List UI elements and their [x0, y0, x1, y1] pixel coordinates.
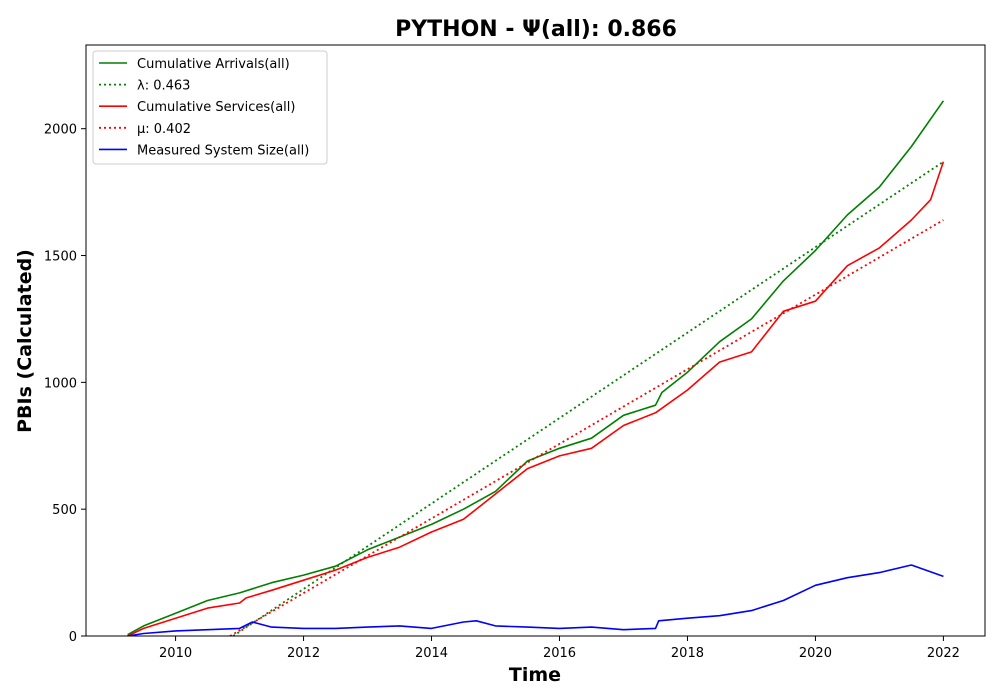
y-tick-label: 1000 [44, 376, 77, 391]
legend-label-1: λ: 0.463 [137, 79, 190, 94]
legend-label-4: Measured System Size(all) [137, 143, 309, 158]
y-tick-label: 1500 [44, 250, 77, 265]
legend-label-2: Cumulative Services(all) [137, 100, 295, 115]
x-tick-label: 2014 [415, 646, 448, 661]
legend: Cumulative Arrivals(all) λ: 0.463 Cumulati… [92, 50, 328, 165]
plot-frame [85, 44, 986, 637]
x-tick-label: 2022 [927, 646, 960, 661]
legend-box [92, 50, 328, 165]
series-line-1 [232, 160, 944, 636]
series-line-4 [127, 564, 944, 636]
legend-label-3: μ: 0.402 [137, 122, 191, 137]
y-tick-label: 0 [69, 630, 77, 645]
x-tick-label: 2010 [159, 646, 192, 661]
legend-label-0: Cumulative Arrivals(all) [137, 57, 290, 72]
x-axis-ticks: 2010 2012 2014 2016 2018 2020 2022 [159, 636, 960, 661]
series-line-2 [127, 161, 945, 636]
x-tick-label: 2016 [543, 646, 576, 661]
y-axis-ticks: 0 500 1000 1500 2000 [44, 123, 86, 645]
y-tick-label: 500 [52, 503, 77, 518]
series-line-0 [127, 100, 945, 636]
x-tick-label: 2012 [287, 646, 320, 661]
x-axis-label: Time [509, 664, 561, 686]
chart-title: PYTHON - Ψ(all): 0.866 [395, 17, 677, 42]
x-tick-label: 2020 [799, 646, 832, 661]
y-tick-label: 2000 [44, 123, 77, 138]
y-axis-label: PBIs (Calculated) [14, 249, 36, 433]
x-tick-label: 2018 [671, 646, 704, 661]
plot-lines [127, 100, 945, 636]
